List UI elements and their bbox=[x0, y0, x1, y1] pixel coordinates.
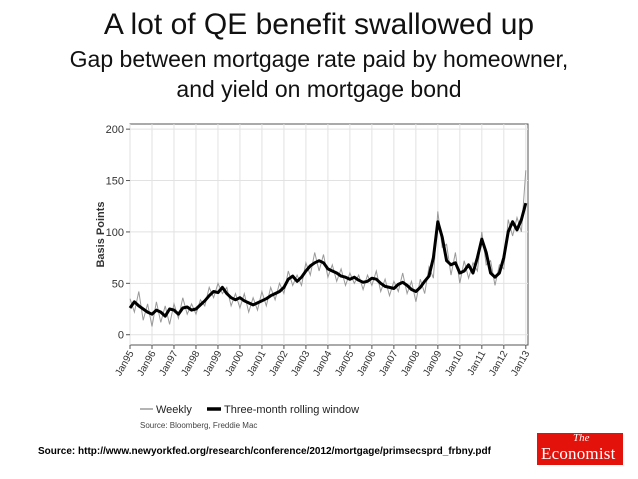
chart-title: A lot of QE benefit swallowed up bbox=[103, 8, 535, 41]
x-tick-label: Jan04 bbox=[311, 349, 334, 378]
x-tick-label: Jan96 bbox=[135, 349, 158, 378]
x-tick-label: Jan00 bbox=[223, 349, 246, 378]
y-tick-label: 100 bbox=[106, 227, 124, 239]
x-tick-label: Jan03 bbox=[289, 349, 312, 378]
source-note: Source: http://www.newyorkfed.org/resear… bbox=[38, 446, 491, 457]
x-tick-label: Jan07 bbox=[377, 349, 400, 378]
x-tick-label: Jan05 bbox=[333, 349, 356, 378]
logo-the: The bbox=[573, 432, 590, 444]
economist-logo: The Economist bbox=[537, 432, 623, 465]
y-axis-ticks: 0 50 100 150 200 bbox=[106, 124, 130, 342]
x-tick-label: Jan99 bbox=[201, 349, 224, 378]
y-tick-label: 200 bbox=[106, 124, 124, 136]
x-tick-label: Jan98 bbox=[179, 349, 202, 378]
x-tick-label: Jan06 bbox=[355, 349, 378, 378]
series-rolling-line bbox=[128, 202, 528, 318]
y-axis-label: Basis Points bbox=[95, 201, 107, 267]
x-tick-label: Jan10 bbox=[443, 349, 466, 378]
chart-subtitle-line1: Gap between mortgage rate paid by homeow… bbox=[69, 46, 569, 72]
chart-source-label: Source: Bloomberg, Freddie Mac bbox=[140, 421, 257, 430]
x-tick-label: Jan02 bbox=[267, 349, 290, 378]
x-tick-label: Jan13 bbox=[509, 349, 532, 378]
logo-name: Economist bbox=[541, 444, 616, 463]
y-tick-label: 150 bbox=[106, 176, 124, 188]
series-layer bbox=[128, 170, 528, 327]
series-weekly-line bbox=[129, 170, 527, 327]
x-tick-label: Jan09 bbox=[421, 349, 444, 378]
x-tick-label: Jan01 bbox=[245, 349, 268, 378]
legend-label-weekly: Weekly bbox=[156, 404, 192, 416]
x-axis-ticks: Jan95Jan96Jan97Jan98Jan99Jan00Jan01Jan02… bbox=[113, 345, 533, 378]
legend: Weekly Three-month rolling window Source: … bbox=[140, 404, 359, 430]
x-tick-label: Jan97 bbox=[157, 349, 180, 378]
x-tick-label: Jan95 bbox=[113, 349, 136, 378]
x-tick-label: Jan08 bbox=[399, 349, 422, 378]
plot-frame bbox=[129, 123, 529, 346]
y-tick-label: 0 bbox=[118, 330, 124, 342]
x-tick-label: Jan11 bbox=[466, 349, 489, 378]
grid bbox=[129, 124, 528, 345]
chart-subtitle-line2: and yield on mortgage bond bbox=[176, 76, 462, 102]
y-tick-label: 50 bbox=[112, 278, 124, 290]
x-tick-label: Jan12 bbox=[487, 349, 510, 378]
legend-label-rolling: Three-month rolling window bbox=[224, 404, 359, 416]
